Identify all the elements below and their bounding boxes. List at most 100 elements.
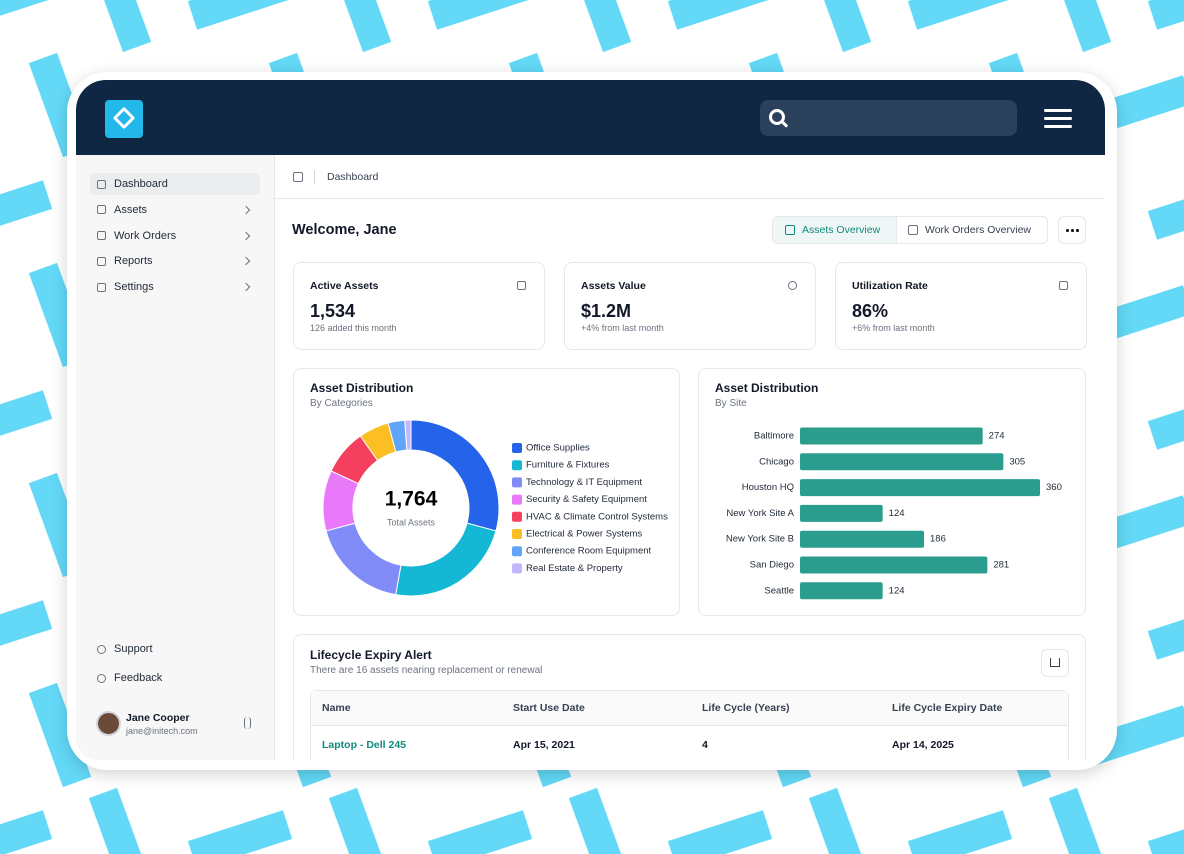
stripe (907, 810, 1013, 854)
legend-label: Conference Room Equipment (526, 546, 652, 557)
welcome: Welcome, Jane (292, 222, 397, 238)
table-subtitle: There are 16 assets nearing replacement … (310, 665, 543, 676)
legend-label: Furniture & Fixtures (526, 460, 610, 471)
dot (1066, 229, 1069, 232)
legend-label: Technology & IT Equipment (526, 477, 642, 488)
menu-line (1044, 108, 1072, 112)
user-switch[interactable] (244, 717, 251, 729)
more-button[interactable] (1058, 216, 1086, 244)
nav-active (90, 173, 260, 195)
stripe (1147, 180, 1184, 240)
bar (800, 453, 1004, 471)
chart-title: Asset Distribution (310, 381, 414, 395)
legend-swatch (512, 546, 522, 557)
chart-card (293, 368, 680, 616)
bar-category: New York Site A (726, 508, 794, 519)
avatar (96, 711, 121, 736)
stripe (0, 600, 53, 660)
bar (800, 504, 883, 522)
donut-segment (395, 522, 497, 597)
icon (97, 644, 106, 654)
stripe (808, 787, 872, 854)
stat-value: 1,534 (310, 301, 356, 321)
icon (97, 231, 106, 241)
icon (97, 256, 106, 266)
bar-category: Houston HQ (742, 482, 794, 493)
legend-swatch (512, 443, 522, 453)
stripe (328, 0, 392, 53)
stat-card (293, 262, 545, 350)
icon (785, 225, 795, 235)
icon (97, 179, 106, 189)
stripe (568, 787, 632, 854)
legend-label: Real Estate & Property (526, 563, 623, 574)
bar-value-label: 281 (993, 560, 1009, 571)
stat-value: 86% (852, 301, 889, 321)
sidebar (76, 155, 275, 760)
column-header: Life Cycle (Years) (702, 702, 790, 714)
stat-card (564, 262, 816, 350)
legend-swatch (512, 529, 522, 539)
table (310, 690, 1069, 760)
tab: Assets Overview (802, 224, 881, 236)
stripe (0, 810, 53, 854)
dot (1076, 229, 1079, 232)
bar-value-label: 186 (930, 534, 946, 545)
stat-note: 126 added this month (310, 323, 397, 333)
stripe (667, 810, 773, 854)
bar-value-label: 360 (1046, 482, 1062, 493)
stat-value: $1.2M (581, 301, 632, 321)
stripe (808, 0, 872, 53)
user-name: Jane Cooper (126, 712, 190, 724)
icon (517, 281, 526, 290)
stat-label: Active Assets (310, 280, 379, 292)
bar-value-label: 124 (889, 508, 905, 519)
stripe (427, 0, 533, 30)
logo[interactable] (105, 100, 143, 138)
stat-label: Utilization Rate (852, 280, 928, 292)
table-cell: Apr 14, 2025 (892, 739, 954, 751)
bar (800, 556, 988, 574)
chart-card (698, 368, 1086, 616)
tabs (772, 216, 1048, 244)
stat-label: Assets Value (581, 280, 646, 292)
chart-subtitle: By Categories (310, 398, 373, 409)
footer-label: Feedback (114, 672, 163, 684)
nav-label: Settings (114, 281, 154, 294)
legend-swatch (512, 477, 522, 488)
menu-line (1044, 124, 1072, 128)
bar-category: Baltimore (754, 431, 794, 442)
charts: Office Supplies Furniture & Fixtures Techn… (322, 419, 1062, 600)
stripe (1048, 0, 1112, 53)
stripe (88, 0, 152, 53)
table-cell: Apr 15, 2021 (513, 739, 575, 751)
tab-active[interactable] (773, 217, 897, 243)
icon (788, 281, 797, 290)
table-card (293, 634, 1086, 760)
stripe (187, 810, 293, 854)
stripe (0, 180, 53, 240)
column-header: Start Use Date (513, 702, 585, 714)
nav-label: Dashboard (114, 178, 168, 190)
stat-card (835, 262, 1087, 350)
download-button[interactable] (1041, 649, 1069, 677)
chart-subtitle: By Site (715, 398, 747, 409)
column-header: Name (322, 702, 351, 714)
bar-category: Chicago (759, 456, 794, 467)
bar-value-label: 274 (989, 431, 1005, 442)
legend-label: HVAC & Climate Control Systems (526, 511, 668, 522)
donut-center-label: Total Assets (387, 517, 436, 527)
stripe (1147, 810, 1184, 854)
legend-swatch (512, 511, 522, 522)
bar (800, 530, 924, 548)
legend-swatch (512, 494, 522, 505)
icon (1059, 281, 1068, 290)
stripe (1147, 0, 1184, 30)
stripe (328, 787, 392, 854)
donut-segment (410, 419, 500, 532)
column-header: Life Cycle Expiry Date (892, 702, 1003, 714)
search-box[interactable] (760, 100, 1017, 136)
stripe (187, 0, 293, 30)
bar-category: San Diego (750, 560, 794, 571)
stripe (1048, 787, 1112, 854)
